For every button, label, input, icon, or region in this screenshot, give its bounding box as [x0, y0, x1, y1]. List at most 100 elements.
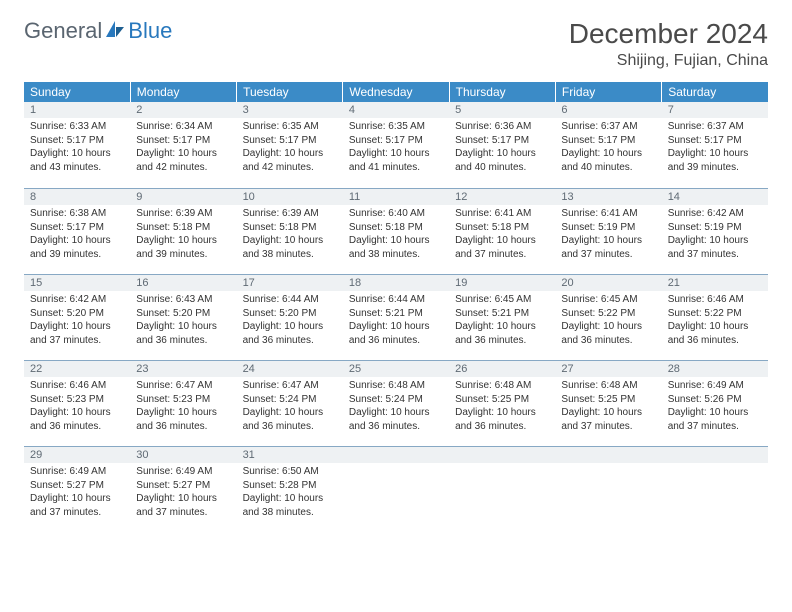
- calendar-cell: 21Sunrise: 6:46 AMSunset: 5:22 PMDayligh…: [662, 274, 768, 360]
- day-number: 1: [24, 102, 130, 118]
- day-number: 14: [662, 189, 768, 205]
- weekday-header: Friday: [555, 82, 661, 102]
- calendar-body: 1Sunrise: 6:33 AMSunset: 5:17 PMDaylight…: [24, 102, 768, 532]
- calendar-cell: 31Sunrise: 6:50 AMSunset: 5:28 PMDayligh…: [237, 446, 343, 532]
- calendar-cell: 11Sunrise: 6:40 AMSunset: 5:18 PMDayligh…: [343, 188, 449, 274]
- day-number: 18: [343, 275, 449, 291]
- day-info: Sunrise: 6:35 AMSunset: 5:17 PMDaylight:…: [237, 118, 343, 178]
- day-info: Sunrise: 6:50 AMSunset: 5:28 PMDaylight:…: [237, 463, 343, 523]
- day-number: 30: [130, 447, 236, 463]
- day-number: 13: [555, 189, 661, 205]
- calendar-cell: 6Sunrise: 6:37 AMSunset: 5:17 PMDaylight…: [555, 102, 661, 188]
- day-number: 20: [555, 275, 661, 291]
- day-info: Sunrise: 6:45 AMSunset: 5:21 PMDaylight:…: [449, 291, 555, 351]
- weekday-header: Wednesday: [343, 82, 449, 102]
- logo-text-general: General: [24, 18, 102, 44]
- weekday-header: Saturday: [662, 82, 768, 102]
- day-info: Sunrise: 6:33 AMSunset: 5:17 PMDaylight:…: [24, 118, 130, 178]
- day-number: 7: [662, 102, 768, 118]
- weekday-header: Thursday: [449, 82, 555, 102]
- day-number: 23: [130, 361, 236, 377]
- calendar-cell: 13Sunrise: 6:41 AMSunset: 5:19 PMDayligh…: [555, 188, 661, 274]
- day-number: 12: [449, 189, 555, 205]
- day-number: 10: [237, 189, 343, 205]
- day-info: Sunrise: 6:44 AMSunset: 5:21 PMDaylight:…: [343, 291, 449, 351]
- logo-text-blue: Blue: [128, 18, 172, 44]
- day-info: Sunrise: 6:39 AMSunset: 5:18 PMDaylight:…: [130, 205, 236, 265]
- weekday-header-row: Sunday Monday Tuesday Wednesday Thursday…: [24, 82, 768, 102]
- calendar-cell: 18Sunrise: 6:44 AMSunset: 5:21 PMDayligh…: [343, 274, 449, 360]
- day-info: Sunrise: 6:48 AMSunset: 5:24 PMDaylight:…: [343, 377, 449, 437]
- day-info: Sunrise: 6:47 AMSunset: 5:24 PMDaylight:…: [237, 377, 343, 437]
- day-number: 29: [24, 447, 130, 463]
- day-info: Sunrise: 6:40 AMSunset: 5:18 PMDaylight:…: [343, 205, 449, 265]
- calendar-row: 22Sunrise: 6:46 AMSunset: 5:23 PMDayligh…: [24, 360, 768, 446]
- day-info: Sunrise: 6:46 AMSunset: 5:22 PMDaylight:…: [662, 291, 768, 351]
- calendar-row: 1Sunrise: 6:33 AMSunset: 5:17 PMDaylight…: [24, 102, 768, 188]
- calendar-cell: 14Sunrise: 6:42 AMSunset: 5:19 PMDayligh…: [662, 188, 768, 274]
- day-number: 3: [237, 102, 343, 118]
- day-number: 28: [662, 361, 768, 377]
- calendar-cell: 9Sunrise: 6:39 AMSunset: 5:18 PMDaylight…: [130, 188, 236, 274]
- day-info: Sunrise: 6:35 AMSunset: 5:17 PMDaylight:…: [343, 118, 449, 178]
- calendar-cell: 17Sunrise: 6:44 AMSunset: 5:20 PMDayligh…: [237, 274, 343, 360]
- day-number: 27: [555, 361, 661, 377]
- day-info: Sunrise: 6:42 AMSunset: 5:20 PMDaylight:…: [24, 291, 130, 351]
- day-number: 22: [24, 361, 130, 377]
- day-number: 2: [130, 102, 236, 118]
- calendar-cell: 26Sunrise: 6:48 AMSunset: 5:25 PMDayligh…: [449, 360, 555, 446]
- calendar-cell: 16Sunrise: 6:43 AMSunset: 5:20 PMDayligh…: [130, 274, 236, 360]
- day-info: Sunrise: 6:46 AMSunset: 5:23 PMDaylight:…: [24, 377, 130, 437]
- calendar-cell: 10Sunrise: 6:39 AMSunset: 5:18 PMDayligh…: [237, 188, 343, 274]
- day-info: Sunrise: 6:43 AMSunset: 5:20 PMDaylight:…: [130, 291, 236, 351]
- calendar-row: 29Sunrise: 6:49 AMSunset: 5:27 PMDayligh…: [24, 446, 768, 532]
- calendar-cell: 1Sunrise: 6:33 AMSunset: 5:17 PMDaylight…: [24, 102, 130, 188]
- day-info: Sunrise: 6:39 AMSunset: 5:18 PMDaylight:…: [237, 205, 343, 265]
- calendar-cell: 7Sunrise: 6:37 AMSunset: 5:17 PMDaylight…: [662, 102, 768, 188]
- day-number: 4: [343, 102, 449, 118]
- day-info: Sunrise: 6:41 AMSunset: 5:18 PMDaylight:…: [449, 205, 555, 265]
- month-title: December 2024: [569, 18, 768, 50]
- day-info: Sunrise: 6:36 AMSunset: 5:17 PMDaylight:…: [449, 118, 555, 178]
- calendar-cell: 4Sunrise: 6:35 AMSunset: 5:17 PMDaylight…: [343, 102, 449, 188]
- day-info: Sunrise: 6:45 AMSunset: 5:22 PMDaylight:…: [555, 291, 661, 351]
- day-info: Sunrise: 6:44 AMSunset: 5:20 PMDaylight:…: [237, 291, 343, 351]
- day-number: 21: [662, 275, 768, 291]
- day-number: 6: [555, 102, 661, 118]
- calendar-row: 15Sunrise: 6:42 AMSunset: 5:20 PMDayligh…: [24, 274, 768, 360]
- calendar-cell: 24Sunrise: 6:47 AMSunset: 5:24 PMDayligh…: [237, 360, 343, 446]
- day-info: Sunrise: 6:49 AMSunset: 5:27 PMDaylight:…: [24, 463, 130, 523]
- calendar-cell: 12Sunrise: 6:41 AMSunset: 5:18 PMDayligh…: [449, 188, 555, 274]
- weekday-header: Monday: [130, 82, 236, 102]
- calendar-cell-empty: ..: [343, 446, 449, 532]
- calendar-cell: 22Sunrise: 6:46 AMSunset: 5:23 PMDayligh…: [24, 360, 130, 446]
- day-number: 15: [24, 275, 130, 291]
- calendar-cell: 8Sunrise: 6:38 AMSunset: 5:17 PMDaylight…: [24, 188, 130, 274]
- calendar-cell: 23Sunrise: 6:47 AMSunset: 5:23 PMDayligh…: [130, 360, 236, 446]
- day-number: 25: [343, 361, 449, 377]
- day-info: Sunrise: 6:49 AMSunset: 5:26 PMDaylight:…: [662, 377, 768, 437]
- calendar-cell-empty: ..: [449, 446, 555, 532]
- calendar-cell: 20Sunrise: 6:45 AMSunset: 5:22 PMDayligh…: [555, 274, 661, 360]
- weekday-header: Tuesday: [237, 82, 343, 102]
- header: General Blue December 2024 Shijing, Fuji…: [0, 0, 792, 78]
- location: Shijing, Fujian, China: [569, 52, 768, 70]
- title-block: December 2024 Shijing, Fujian, China: [569, 18, 768, 70]
- day-number: 31: [237, 447, 343, 463]
- day-number: 17: [237, 275, 343, 291]
- calendar-table: Sunday Monday Tuesday Wednesday Thursday…: [24, 82, 768, 532]
- calendar-cell: 19Sunrise: 6:45 AMSunset: 5:21 PMDayligh…: [449, 274, 555, 360]
- calendar-row: 8Sunrise: 6:38 AMSunset: 5:17 PMDaylight…: [24, 188, 768, 274]
- calendar-cell: 15Sunrise: 6:42 AMSunset: 5:20 PMDayligh…: [24, 274, 130, 360]
- day-info: Sunrise: 6:48 AMSunset: 5:25 PMDaylight:…: [449, 377, 555, 437]
- calendar-cell-empty: ..: [555, 446, 661, 532]
- weekday-header: Sunday: [24, 82, 130, 102]
- calendar-cell: 30Sunrise: 6:49 AMSunset: 5:27 PMDayligh…: [130, 446, 236, 532]
- calendar-cell: 2Sunrise: 6:34 AMSunset: 5:17 PMDaylight…: [130, 102, 236, 188]
- calendar-cell: 27Sunrise: 6:48 AMSunset: 5:25 PMDayligh…: [555, 360, 661, 446]
- logo: General Blue: [24, 18, 172, 44]
- day-info: Sunrise: 6:42 AMSunset: 5:19 PMDaylight:…: [662, 205, 768, 265]
- calendar-cell: 25Sunrise: 6:48 AMSunset: 5:24 PMDayligh…: [343, 360, 449, 446]
- day-number: 5: [449, 102, 555, 118]
- calendar-cell: 3Sunrise: 6:35 AMSunset: 5:17 PMDaylight…: [237, 102, 343, 188]
